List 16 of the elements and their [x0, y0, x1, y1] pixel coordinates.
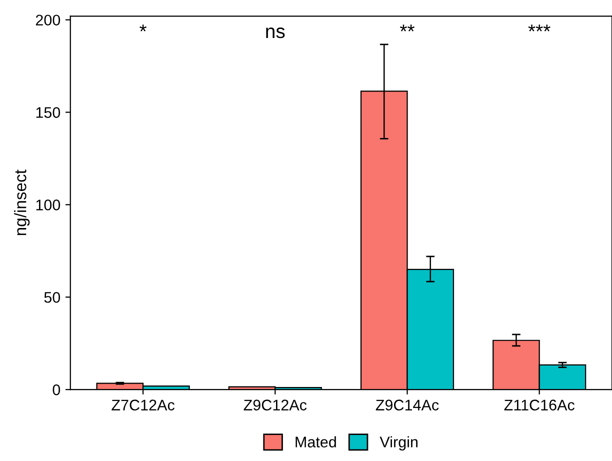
legend-label: Virgin: [380, 436, 418, 450]
x-tick-label: Z11C16Ac: [504, 400, 574, 410]
x-tick-label: Z9C12Ac: [244, 400, 307, 410]
annotation: ns: [266, 28, 285, 38]
x-tick-label: Z7C12Ac: [112, 400, 174, 410]
y-tick-label: 0: [52, 384, 60, 396]
y-tick-label: 200: [36, 14, 60, 26]
y-axis-title: ng/insect: [14, 170, 30, 236]
legend-label: Mated: [296, 436, 336, 448]
annotation: **: [400, 24, 415, 32]
y-tick-label: 100: [36, 200, 60, 210]
annotation: *: [140, 24, 147, 32]
y-tick-label: 150: [36, 107, 60, 118]
x-tick-label: Z9C14Ac: [376, 400, 439, 410]
y-tick-label: 50: [44, 292, 60, 303]
annotation: ***: [528, 24, 550, 32]
